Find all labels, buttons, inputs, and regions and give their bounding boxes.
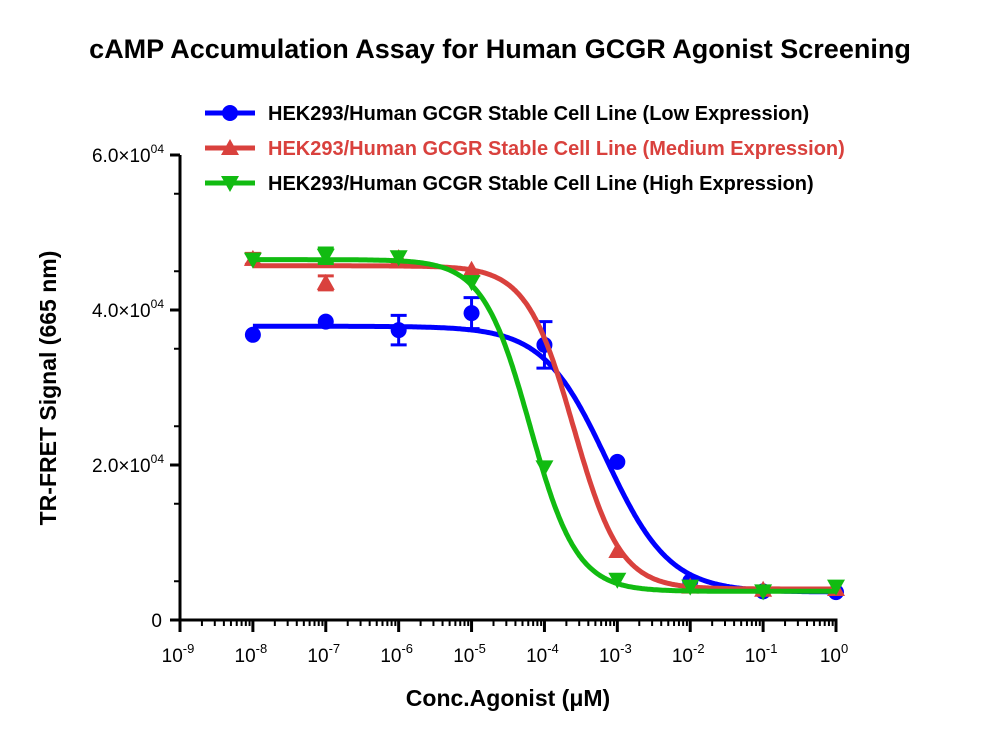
data-point xyxy=(754,584,773,601)
data-point xyxy=(681,579,700,596)
x-tick-label: 10-1 xyxy=(745,641,778,667)
series-1 xyxy=(243,249,845,597)
fit-curve xyxy=(252,263,836,592)
data-point xyxy=(316,248,335,265)
data-point xyxy=(243,252,262,269)
x-tick-label: 100 xyxy=(820,641,848,667)
x-tick-label: 10-5 xyxy=(453,641,486,667)
chart-title: cAMP Accumulation Assay for Human GCGR A… xyxy=(89,34,911,64)
data-point xyxy=(609,453,626,470)
y-tick-label: 4.0×1004 xyxy=(92,297,164,322)
x-axis-label: Conc.Agonist (μM) xyxy=(406,685,610,711)
data-point xyxy=(608,542,627,559)
x-tick-label: 10-4 xyxy=(526,641,559,667)
data-point xyxy=(535,460,554,477)
data-point xyxy=(608,572,627,589)
x-tick-label: 10-7 xyxy=(307,641,340,667)
y-tick-label: 2.0×1004 xyxy=(92,452,164,477)
x-tick-label: 10-9 xyxy=(162,641,195,667)
x-tick-label: 10-3 xyxy=(599,641,632,667)
data-point xyxy=(390,322,407,339)
data-point xyxy=(827,579,845,596)
data-point xyxy=(244,326,261,343)
legend-label: HEK293/Human GCGR Stable Cell Line (High… xyxy=(268,173,814,195)
data-point xyxy=(463,305,480,322)
data-point xyxy=(317,313,334,330)
legend-label: HEK293/Human GCGR Stable Cell Line (Medi… xyxy=(268,138,845,160)
x-tick-label: 10-6 xyxy=(380,641,413,667)
y-tick-label: 0 xyxy=(151,611,162,632)
x-tick-label: 10-8 xyxy=(235,641,268,667)
y-axis-label: TR-FRET Signal (665 nm) xyxy=(35,251,61,526)
data-point xyxy=(316,273,335,290)
x-tick-label: 10-2 xyxy=(672,641,705,667)
data-point xyxy=(462,275,481,292)
legend-label: HEK293/Human GCGR Stable Cell Line (Low … xyxy=(268,103,809,125)
legend-marker xyxy=(221,176,239,192)
legend-marker xyxy=(221,139,239,155)
data-point xyxy=(462,260,481,277)
legend-marker xyxy=(222,105,238,121)
series-2 xyxy=(243,246,845,601)
y-tick-label: 6.0×1004 xyxy=(92,142,164,167)
fit-curve xyxy=(252,257,836,594)
data-point xyxy=(389,250,408,267)
